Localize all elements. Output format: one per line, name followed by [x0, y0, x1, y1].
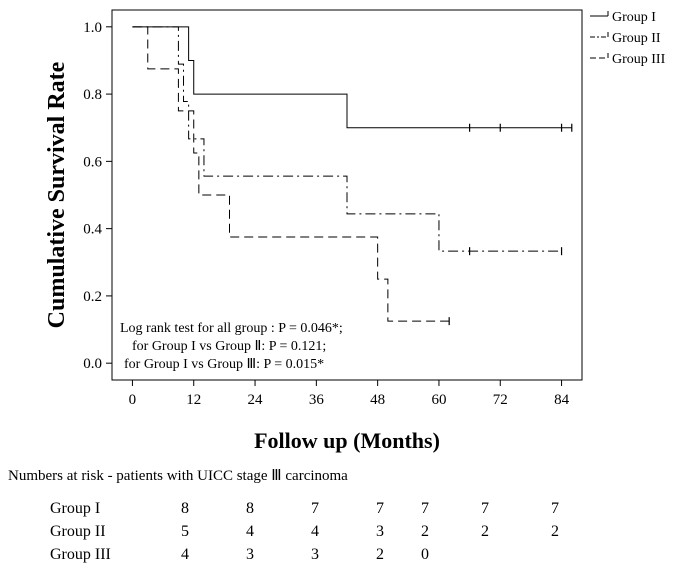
risk-cell: 3	[376, 523, 384, 540]
y-tick-label: 1.0	[83, 20, 102, 36]
series-line	[132, 26, 572, 129]
x-axis-title-group: Follow up (Months)	[254, 428, 440, 453]
risk-cell: 2	[481, 523, 489, 540]
risk-cell: 4	[311, 523, 319, 540]
annotation-line: Log rank test for all group : P = 0.046*…	[120, 321, 343, 336]
series-line	[132, 26, 562, 252]
risk-cell: 7	[421, 500, 429, 517]
y-tick-label: 0.2	[83, 289, 102, 305]
risk-cell: 7	[311, 500, 319, 517]
risk-row-label: Group II	[50, 523, 106, 540]
risk-cell: 4	[246, 523, 254, 540]
x-tick-label: 24	[248, 392, 264, 408]
risk-cell: 8	[246, 500, 254, 517]
annotation-line: for Group I vs Group Ⅲ: P = 0.015*	[124, 357, 324, 372]
risk-table-title: Numbers at risk - patients with UICC sta…	[8, 468, 348, 484]
annotation-line: for Group I vs Group Ⅱ: P = 0.121;	[132, 339, 326, 354]
risk-cell: 8	[181, 500, 189, 517]
x-axis-label: Follow up (Months)	[254, 428, 440, 453]
ticks: 0 12 24 36 48 60 72 84 0.0 0.2 0.4 0.6 0.8 1.0	[83, 20, 569, 408]
risk-cell: 2	[421, 523, 429, 540]
y-tick-label: 0.4	[83, 222, 102, 238]
risk-cell: 4	[181, 546, 189, 563]
risk-row-label: Group I	[50, 500, 101, 517]
risk-cell: 5	[181, 523, 189, 540]
legend-entry: Group III	[612, 52, 666, 67]
risk-row-label: Group III	[50, 546, 111, 563]
axes	[111, 9, 583, 381]
y-tick-label: 0.0	[83, 356, 102, 372]
x-tick-label: 72	[493, 392, 508, 408]
risk-cell: 7	[551, 500, 559, 517]
legend-entry: Group II	[612, 31, 661, 46]
x-tick-label: 36	[309, 392, 325, 408]
x-tick-label: 84	[554, 392, 570, 408]
risk-cell: 3	[246, 546, 254, 563]
y-axis-label: Cumulative Survival Rate	[44, 61, 70, 328]
legend: Group I Group II Group III	[590, 10, 666, 67]
risk-cell: 3	[311, 546, 319, 563]
series-line	[132, 26, 450, 322]
risk-cell: 7	[481, 500, 489, 517]
legend-entry: Group I	[612, 10, 656, 25]
x-tick-label: 60	[431, 392, 446, 408]
x-tick-label: 0	[129, 392, 137, 408]
risk-cell: 2	[376, 546, 384, 563]
plot-frame	[111, 9, 583, 381]
risk-cell: 0	[421, 546, 429, 563]
stats-annotation: Log rank test for all group : P = 0.046*…	[120, 321, 343, 372]
y-tick-label: 0.8	[83, 87, 102, 103]
series	[132, 26, 573, 326]
risk-cell: 2	[551, 523, 559, 540]
x-tick-label: 48	[370, 392, 385, 408]
y-axis-title: Cumulative Survival Rate	[44, 61, 70, 328]
x-tick-label: 12	[186, 392, 201, 408]
survival-chart: Cumulative Survival Rate Follow up (Mont…	[44, 9, 666, 453]
risk-cell: 7	[376, 500, 384, 517]
y-tick-label: 0.6	[83, 154, 102, 170]
